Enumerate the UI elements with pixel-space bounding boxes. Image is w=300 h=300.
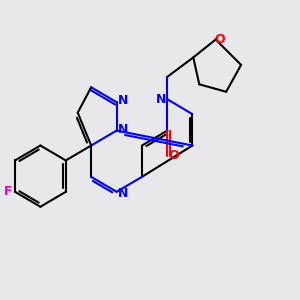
Text: N: N (118, 187, 128, 200)
Text: N: N (118, 123, 128, 136)
Text: O: O (214, 33, 225, 46)
Text: N: N (118, 94, 128, 107)
Text: N: N (156, 93, 166, 106)
Text: O: O (169, 149, 179, 163)
Text: F: F (4, 185, 13, 198)
